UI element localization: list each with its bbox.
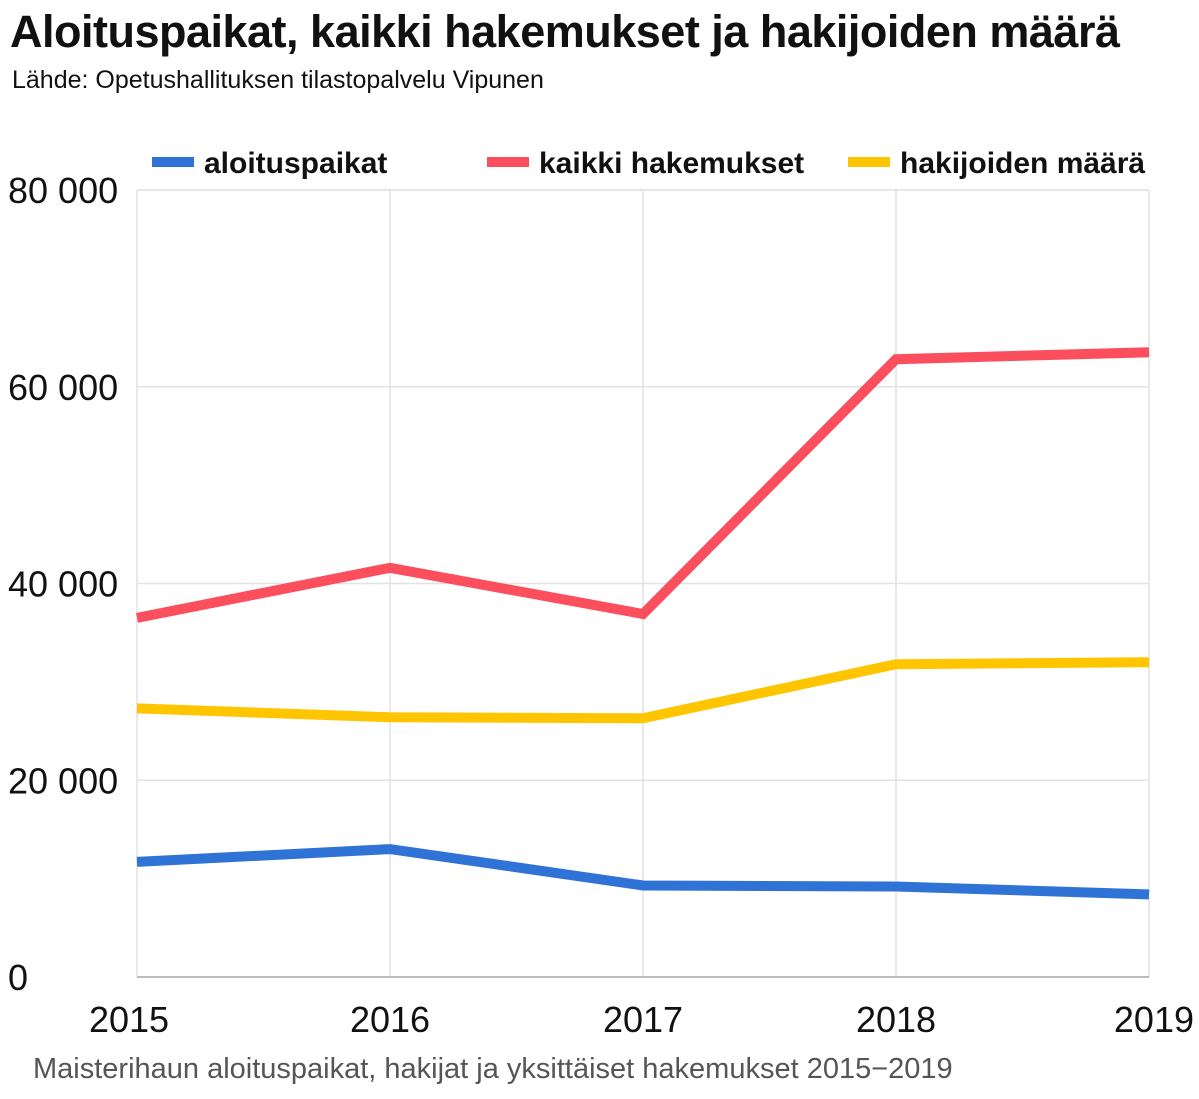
legend-label: aloituspaikat [204, 147, 387, 180]
x-tick-label: 2018 [856, 999, 936, 1040]
chart-title: Aloituspaikat, kaikki hakemukset ja haki… [10, 6, 1120, 57]
chart-source: Lähde: Opetushallituksen tilastopalvelu … [12, 66, 544, 94]
series-line-3 [136, 657, 1150, 724]
chart-series-lines [136, 347, 1150, 900]
legend-label: hakijoiden määrä [900, 147, 1145, 180]
y-tick-label: 0 [8, 957, 28, 998]
x-tick-label: 2017 [603, 999, 683, 1040]
y-tick-label: 20 000 [8, 760, 118, 801]
series-line-2 [136, 347, 1150, 623]
y-tick-label: 40 000 [8, 564, 118, 605]
chart-caption: Maisterihaun aloituspaikat, hakijat ja y… [33, 1053, 953, 1085]
series-line-1 [136, 844, 1150, 900]
x-tick-label: 2016 [350, 999, 430, 1040]
y-tick-label: 80 000 [8, 170, 118, 211]
y-tick-label: 60 000 [8, 367, 118, 408]
x-tick-label: 2019 [1114, 999, 1194, 1040]
legend-label: kaikki hakemukset [539, 147, 804, 180]
chart-axes: 0 20 000 40 000 60 000 80 000 2015 2016 2017 201… [8, 170, 1194, 1040]
chart-legend: aloituspaikat kaikki hakemukset hakijoiden… [152, 147, 1145, 180]
x-tick-label: 2015 [89, 999, 169, 1040]
chart-grid [136, 189, 1150, 978]
